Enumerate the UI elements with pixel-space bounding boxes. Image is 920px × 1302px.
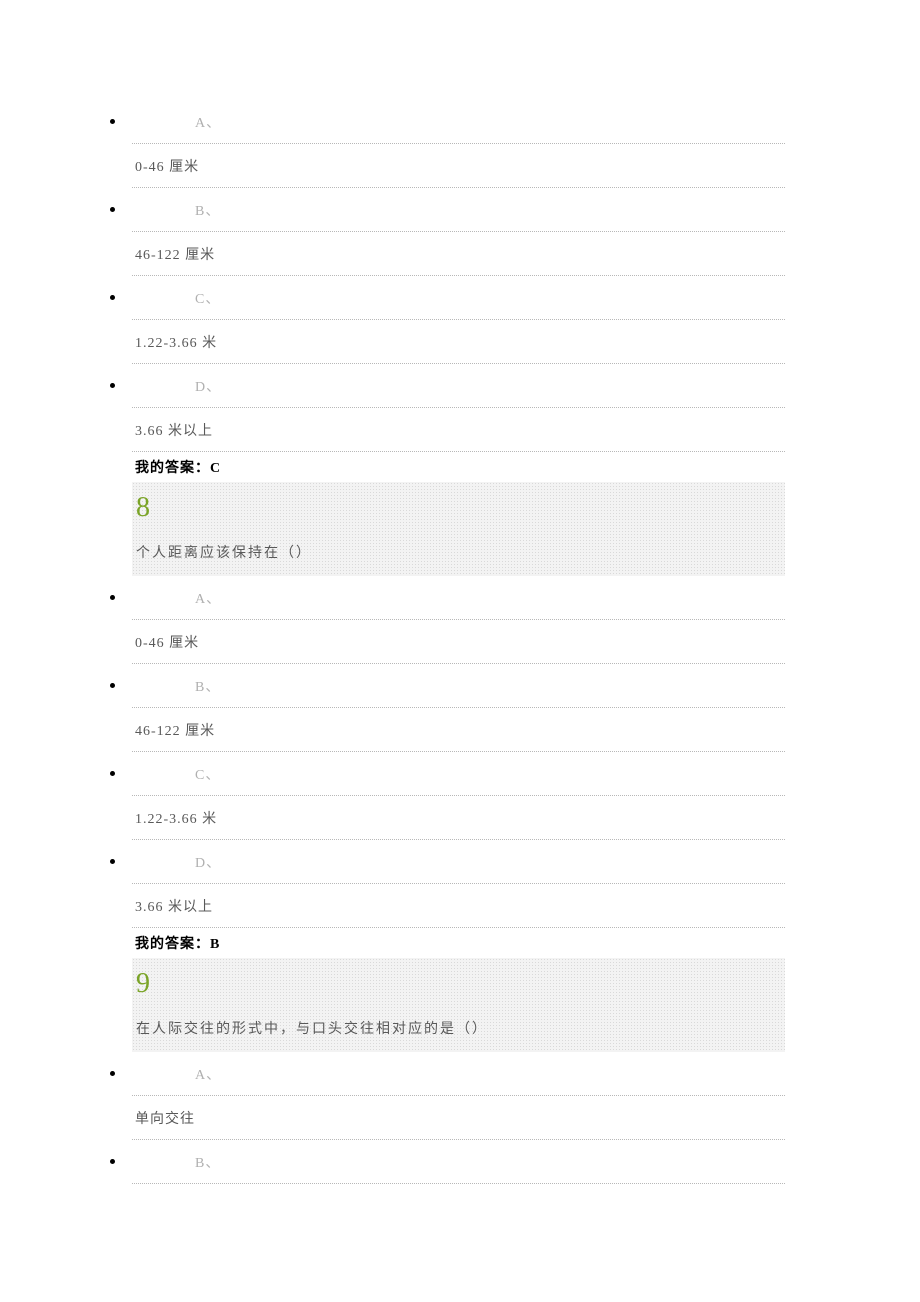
option-label: D、 bbox=[195, 852, 221, 872]
option-row: B、 bbox=[0, 1140, 920, 1183]
option-row: D、 bbox=[0, 364, 920, 407]
bullet-icon bbox=[110, 383, 115, 388]
option-label: C、 bbox=[195, 764, 220, 784]
option-text: 0-46 厘米 bbox=[0, 620, 920, 663]
my-answer: 我的答案：C bbox=[0, 452, 920, 482]
option-row: C、 bbox=[0, 276, 920, 319]
bullet-icon bbox=[110, 119, 115, 124]
option-row: B、 bbox=[0, 664, 920, 707]
bullet-icon bbox=[110, 595, 115, 600]
question-number: 9 bbox=[136, 968, 781, 1000]
option-text: 1.22-3.66 米 bbox=[0, 320, 920, 363]
option-text: 3.66 米以上 bbox=[0, 408, 920, 451]
bullet-icon bbox=[110, 771, 115, 776]
option-label: B、 bbox=[195, 1152, 220, 1172]
option-text: 单向交往 bbox=[0, 1096, 920, 1139]
option-label: C、 bbox=[195, 288, 220, 308]
bullet-icon bbox=[110, 1159, 115, 1164]
page-container: A、 0-46 厘米 B、 46-122 厘米 C、 1.22-3.66 米 D… bbox=[0, 100, 920, 1184]
my-answer: 我的答案：B bbox=[0, 928, 920, 958]
option-row: A、 bbox=[0, 100, 920, 143]
option-label: A、 bbox=[195, 112, 221, 132]
option-label: B、 bbox=[195, 200, 220, 220]
question-text: 个人距离应该保持在（） bbox=[136, 542, 781, 562]
bullet-icon bbox=[110, 683, 115, 688]
divider bbox=[132, 1183, 785, 1184]
option-text: 1.22-3.66 米 bbox=[0, 796, 920, 839]
option-text: 0-46 厘米 bbox=[0, 144, 920, 187]
option-row: C、 bbox=[0, 752, 920, 795]
option-label: A、 bbox=[195, 1064, 221, 1084]
option-row: A、 bbox=[0, 576, 920, 619]
option-label: D、 bbox=[195, 376, 221, 396]
bullet-icon bbox=[110, 207, 115, 212]
option-row: A、 bbox=[0, 1052, 920, 1095]
bullet-icon bbox=[110, 1071, 115, 1076]
bullet-icon bbox=[110, 295, 115, 300]
question-number: 8 bbox=[136, 492, 781, 524]
question-block: 9 在人际交往的形式中，与口头交往相对应的是（） bbox=[132, 958, 785, 1052]
option-label: A、 bbox=[195, 588, 221, 608]
option-row: D、 bbox=[0, 840, 920, 883]
question-text: 在人际交往的形式中，与口头交往相对应的是（） bbox=[136, 1018, 781, 1038]
question-block: 8 个人距离应该保持在（） bbox=[132, 482, 785, 576]
option-text: 3.66 米以上 bbox=[0, 884, 920, 927]
bullet-icon bbox=[110, 859, 115, 864]
option-row: B、 bbox=[0, 188, 920, 231]
option-text: 46-122 厘米 bbox=[0, 708, 920, 751]
option-text: 46-122 厘米 bbox=[0, 232, 920, 275]
option-label: B、 bbox=[195, 676, 220, 696]
